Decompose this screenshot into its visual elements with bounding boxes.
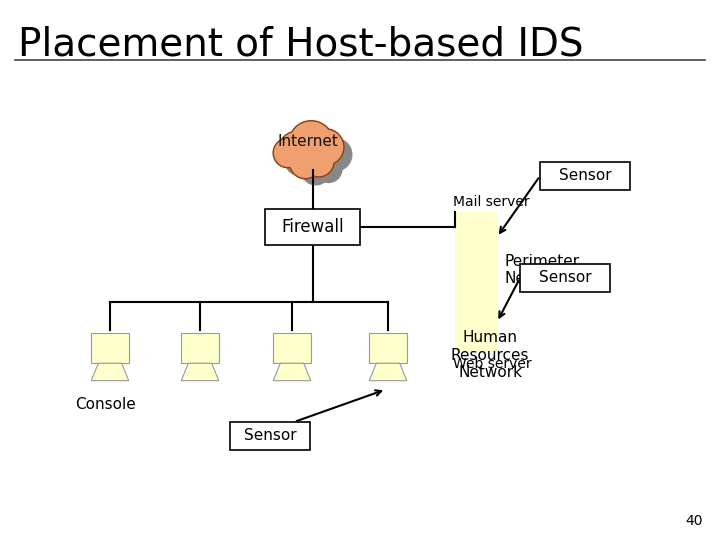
Circle shape [273,138,303,168]
Text: Sensor: Sensor [539,271,591,286]
Bar [230,422,310,450]
Circle shape [289,147,321,179]
Circle shape [274,139,301,166]
Bar [181,333,219,363]
Circle shape [315,156,342,183]
Circle shape [319,138,352,171]
Circle shape [301,156,330,185]
Text: Web server: Web server [453,357,531,371]
Polygon shape [91,363,129,381]
Polygon shape [369,363,407,381]
Text: Human
Resources
Network: Human Resources Network [451,330,529,380]
Circle shape [290,140,325,175]
Bar [274,333,311,363]
Circle shape [305,147,333,176]
Bar [369,333,407,363]
Circle shape [279,131,316,169]
Circle shape [290,122,332,164]
Text: Placement of Host-based IDS: Placement of Host-based IDS [18,25,583,63]
Bar [540,162,630,190]
Bar [91,333,129,363]
Circle shape [307,129,344,165]
Bar [520,264,610,292]
Circle shape [301,131,342,172]
Text: Sensor: Sensor [243,429,297,443]
Polygon shape [274,363,311,381]
Circle shape [280,133,315,167]
Circle shape [303,146,334,177]
Polygon shape [181,363,219,381]
Text: Mail server: Mail server [453,195,530,209]
Bar [265,209,360,245]
Circle shape [291,148,320,177]
Text: Sensor: Sensor [559,168,611,184]
Text: Console: Console [75,397,135,412]
Circle shape [289,120,333,165]
Text: Firewall: Firewall [282,218,344,236]
Circle shape [309,130,343,164]
Text: Internet: Internet [278,134,338,150]
Text: 40: 40 [685,514,703,528]
Text: Perimeter
Network: Perimeter Network [505,254,580,286]
Bar [455,212,497,352]
Circle shape [286,150,311,175]
